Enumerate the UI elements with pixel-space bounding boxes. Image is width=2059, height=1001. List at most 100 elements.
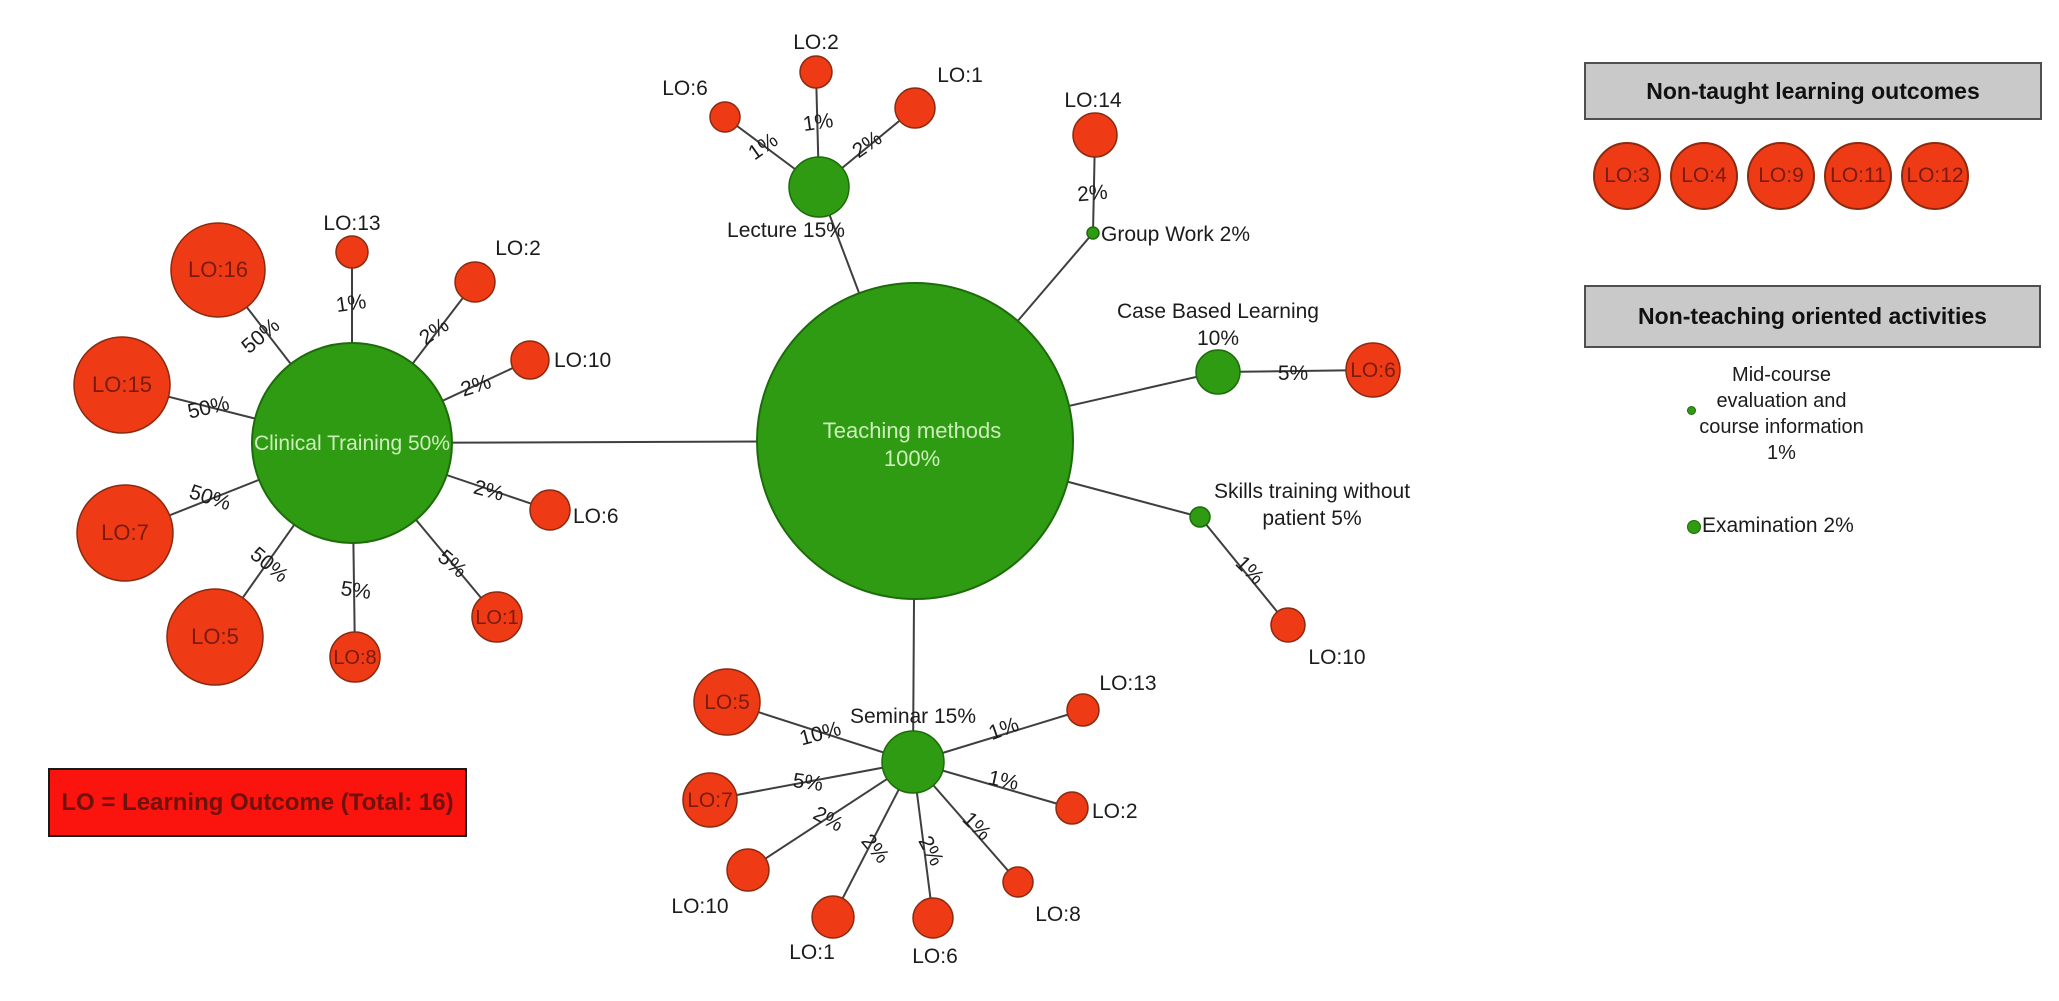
- node-s10: [726, 848, 770, 892]
- edge-label-lecture-l6: 1%: [744, 129, 782, 165]
- edge-label-seminar-s2: 1%: [986, 766, 1020, 795]
- midcourse-line-3: course information: [1699, 416, 1864, 438]
- edge-label-clinical-c15: 50%: [185, 392, 231, 424]
- node-label-g14: LO:14: [1064, 89, 1122, 112]
- edge-label-seminar-s5: 10%: [797, 717, 844, 750]
- non-taught-outcome-lo-12: LO:12: [1901, 142, 1969, 210]
- node-s8: [1002, 866, 1034, 898]
- node-label-s1: LO:1: [789, 941, 835, 964]
- node-label-s7: LO:7: [687, 789, 733, 812]
- node-label-l1: LO:1: [937, 64, 983, 87]
- edge-label-clinical-c1: 5%: [433, 545, 471, 582]
- node-cb6: [1345, 342, 1401, 398]
- node-label-c6: LO:6: [573, 505, 619, 528]
- midcourse-line-1: Mid-course: [1732, 364, 1831, 386]
- node-c2: [454, 261, 496, 303]
- node-skills: [1189, 506, 1211, 528]
- node-l6: [709, 101, 741, 133]
- edge-label-seminar-s6: 2%: [913, 832, 948, 870]
- node-label-skills: patient 5%: [1262, 507, 1361, 530]
- edge-label-clinical-c16: 50%: [237, 314, 284, 359]
- midcourse-label: Mid-course evaluation and course informa…: [1659, 362, 1904, 466]
- node-label-c2: LO:2: [495, 237, 541, 260]
- node-s2: [1055, 791, 1089, 825]
- node-s13: [1066, 693, 1100, 727]
- examination-label: Examination 2%: [1702, 514, 1854, 537]
- node-label-l6: LO:6: [662, 77, 708, 100]
- node-label-s10: LO:10: [671, 895, 728, 918]
- examination-dot-icon: [1687, 520, 1701, 534]
- node-s7: [682, 772, 738, 828]
- node-c16: [170, 222, 266, 318]
- node-seminar: [881, 730, 945, 794]
- node-label-c7: LO:7: [101, 520, 149, 545]
- node-s1: [811, 895, 855, 939]
- node-c5: [166, 588, 264, 686]
- edge-label-seminar-s13: 1%: [986, 713, 1022, 745]
- node-s6: [912, 897, 954, 939]
- node-casebased: [1195, 349, 1241, 395]
- node-label-s2: LO:2: [1092, 800, 1138, 823]
- node-c13: [335, 235, 369, 269]
- node-lecture: [788, 156, 850, 218]
- node-teaching: [756, 282, 1074, 600]
- non-teaching-header: Non-teaching oriented activities: [1584, 285, 2041, 348]
- node-label-s6: LO:6: [912, 945, 958, 968]
- node-label-c13: LO:13: [323, 212, 380, 235]
- edge-label-clinical-c5: 50%: [246, 543, 293, 588]
- node-label-s5: LO:5: [704, 691, 750, 714]
- edge-label-casebased-cb6: 5%: [1278, 362, 1308, 385]
- node-label-clinical: Clinical Training 50%: [254, 432, 450, 455]
- legend-box: LO = Learning Outcome (Total: 16): [48, 768, 467, 837]
- node-c8: [329, 631, 381, 683]
- midcourse-line-2: evaluation and: [1716, 390, 1847, 412]
- edge-label-seminar-s7: 5%: [791, 769, 824, 796]
- non-taught-outcome-lo-4: LO:4: [1670, 142, 1738, 210]
- edge-label-groupwork-g14: 2%: [1076, 181, 1108, 207]
- node-label-teaching: 100%: [884, 446, 940, 471]
- node-label-casebased: 10%: [1197, 327, 1239, 350]
- edge-label-lecture-l2: 1%: [801, 109, 834, 136]
- edge-label-skills-sk10: 1%: [1231, 552, 1269, 590]
- node-clinical: [251, 342, 453, 544]
- node-g14: [1072, 112, 1118, 158]
- node-c6: [529, 489, 571, 531]
- node-label-groupwork: Group Work 2%: [1101, 223, 1250, 246]
- node-c7: [76, 484, 174, 582]
- non-taught-outcome-lo-3: LO:3: [1593, 142, 1661, 210]
- edge-seminar-s7: [709, 761, 914, 801]
- node-label-c10: LO:10: [554, 349, 611, 372]
- node-label-c16: LO:16: [188, 257, 248, 282]
- edge-label-clinical-c7: 50%: [186, 480, 233, 515]
- edge-label-clinical-c6: 2%: [471, 476, 506, 506]
- node-c15: [73, 336, 171, 434]
- node-label-c1: LO:1: [475, 607, 518, 629]
- node-label-c15: LO:15: [92, 372, 152, 397]
- midcourse-dot-icon: [1687, 406, 1696, 415]
- non-taught-header: Non-taught learning outcomes: [1584, 62, 2042, 120]
- node-c10: [510, 340, 550, 380]
- node-label-casebased: Case Based Learning: [1117, 300, 1319, 323]
- node-sk10: [1270, 607, 1306, 643]
- node-label-l2: LO:2: [793, 31, 839, 54]
- non-taught-outcome-lo-9: LO:9: [1747, 142, 1815, 210]
- node-label-s8: LO:8: [1035, 903, 1081, 926]
- node-l1: [894, 87, 936, 129]
- node-c1: [471, 591, 523, 643]
- node-label-lecture: Lecture 15%: [727, 219, 845, 242]
- node-label-sk10: LO:10: [1308, 646, 1365, 669]
- node-label-teaching: Teaching methods: [823, 418, 1002, 443]
- midcourse-line-4: 1%: [1767, 442, 1796, 464]
- node-l2: [799, 55, 833, 89]
- node-label-c8: LO:8: [333, 647, 376, 669]
- edge-label-seminar-s10: 2%: [809, 802, 847, 837]
- node-label-s13: LO:13: [1099, 672, 1156, 695]
- edge-label-clinical-c8: 5%: [339, 577, 372, 604]
- non-taught-outcome-lo-11: LO:11: [1824, 142, 1892, 210]
- node-groupwork: [1086, 226, 1100, 240]
- edge-skills-sk10: [1199, 516, 1289, 626]
- non-taught-circles: LO:3 LO:4 LO:9 LO:11 LO:12: [1593, 142, 1969, 210]
- edge-seminar-s10: [747, 761, 914, 871]
